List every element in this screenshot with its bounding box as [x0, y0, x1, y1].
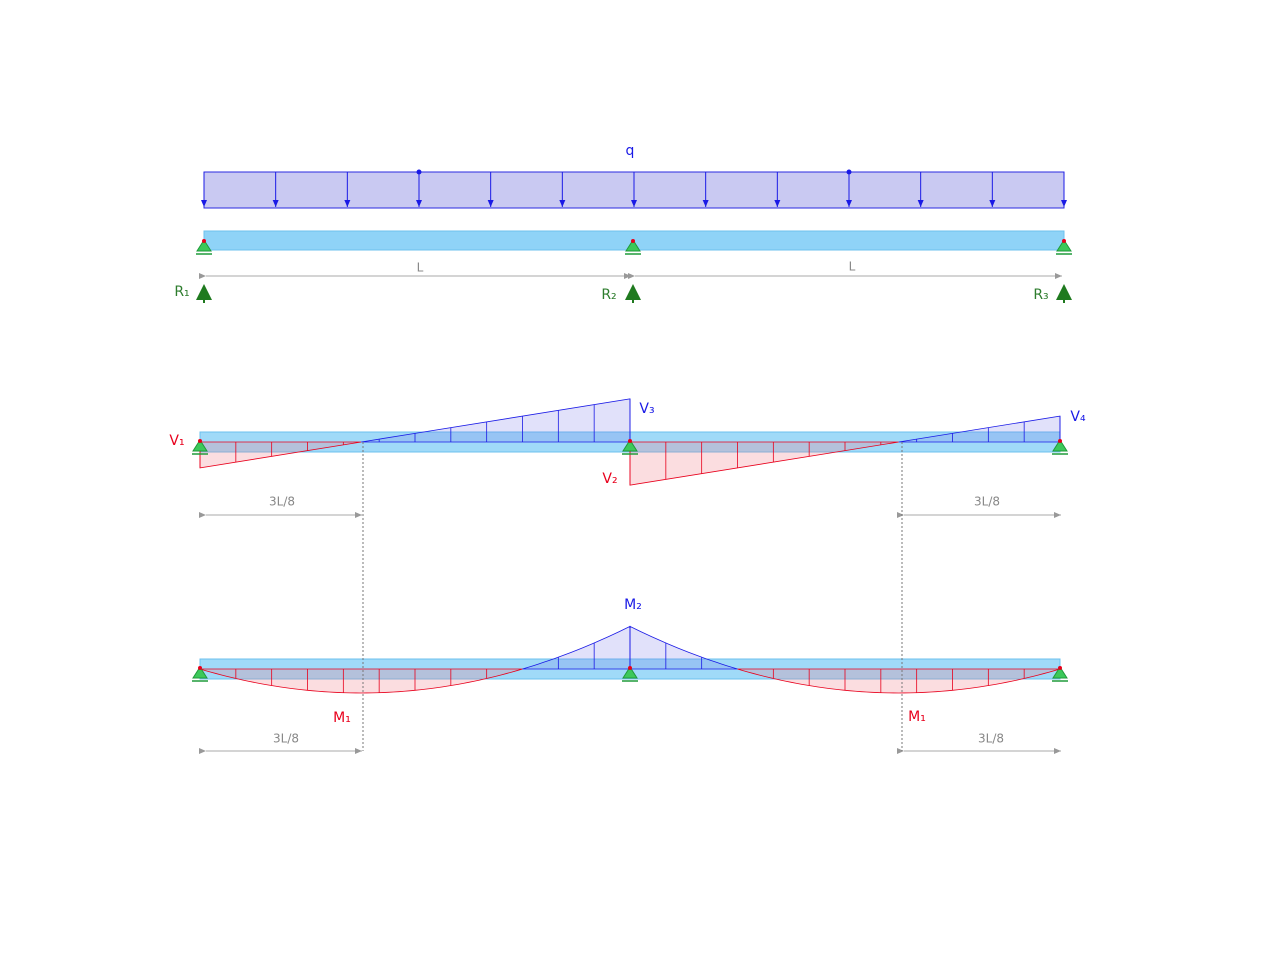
positive-area	[737, 668, 1061, 694]
negative-area	[522, 625, 631, 670]
support	[192, 439, 208, 452]
support-pin	[1058, 666, 1062, 670]
negative-area	[898, 415, 1061, 443]
reaction-label: R₁	[174, 284, 189, 300]
support	[1052, 666, 1068, 679]
support	[1056, 239, 1072, 252]
shear-label: V₂	[602, 471, 617, 487]
support-pin	[198, 666, 202, 670]
span-label: L	[849, 260, 856, 274]
support-pin	[1062, 239, 1066, 243]
support	[196, 239, 212, 252]
span-label: L	[417, 261, 424, 275]
moment-label: M₂	[624, 597, 642, 613]
support-pin	[628, 439, 632, 443]
support-pin	[202, 239, 206, 243]
support-pin	[631, 239, 635, 243]
shear-label: V₃	[639, 401, 654, 417]
support-pin	[628, 666, 632, 670]
dimension-label: 3L/8	[978, 732, 1004, 746]
load-node	[416, 169, 422, 175]
moment-label: M₁	[333, 710, 351, 726]
reaction-label: R₃	[1033, 287, 1048, 303]
positive-area	[629, 441, 899, 486]
dimension-label: 3L/8	[974, 495, 1000, 509]
support	[192, 666, 208, 679]
moment-label: M₁	[908, 709, 926, 725]
positive-area	[199, 668, 523, 694]
shear-label: V₁	[169, 433, 184, 449]
shear-label: V₄	[1070, 409, 1086, 425]
reaction-label: R₂	[601, 287, 616, 303]
dimension-label: 3L/8	[273, 732, 299, 746]
negative-area	[629, 625, 738, 670]
support	[625, 239, 641, 252]
negative-area	[361, 398, 631, 443]
positive-area	[199, 441, 362, 469]
support	[622, 666, 638, 679]
support	[622, 439, 638, 452]
load-node	[846, 169, 852, 175]
dimension-label: 3L/8	[269, 495, 295, 509]
support-pin	[1058, 439, 1062, 443]
support	[1052, 439, 1068, 452]
shapes	[192, 169, 1072, 754]
support-pin	[198, 439, 202, 443]
load-label: q	[626, 143, 635, 159]
